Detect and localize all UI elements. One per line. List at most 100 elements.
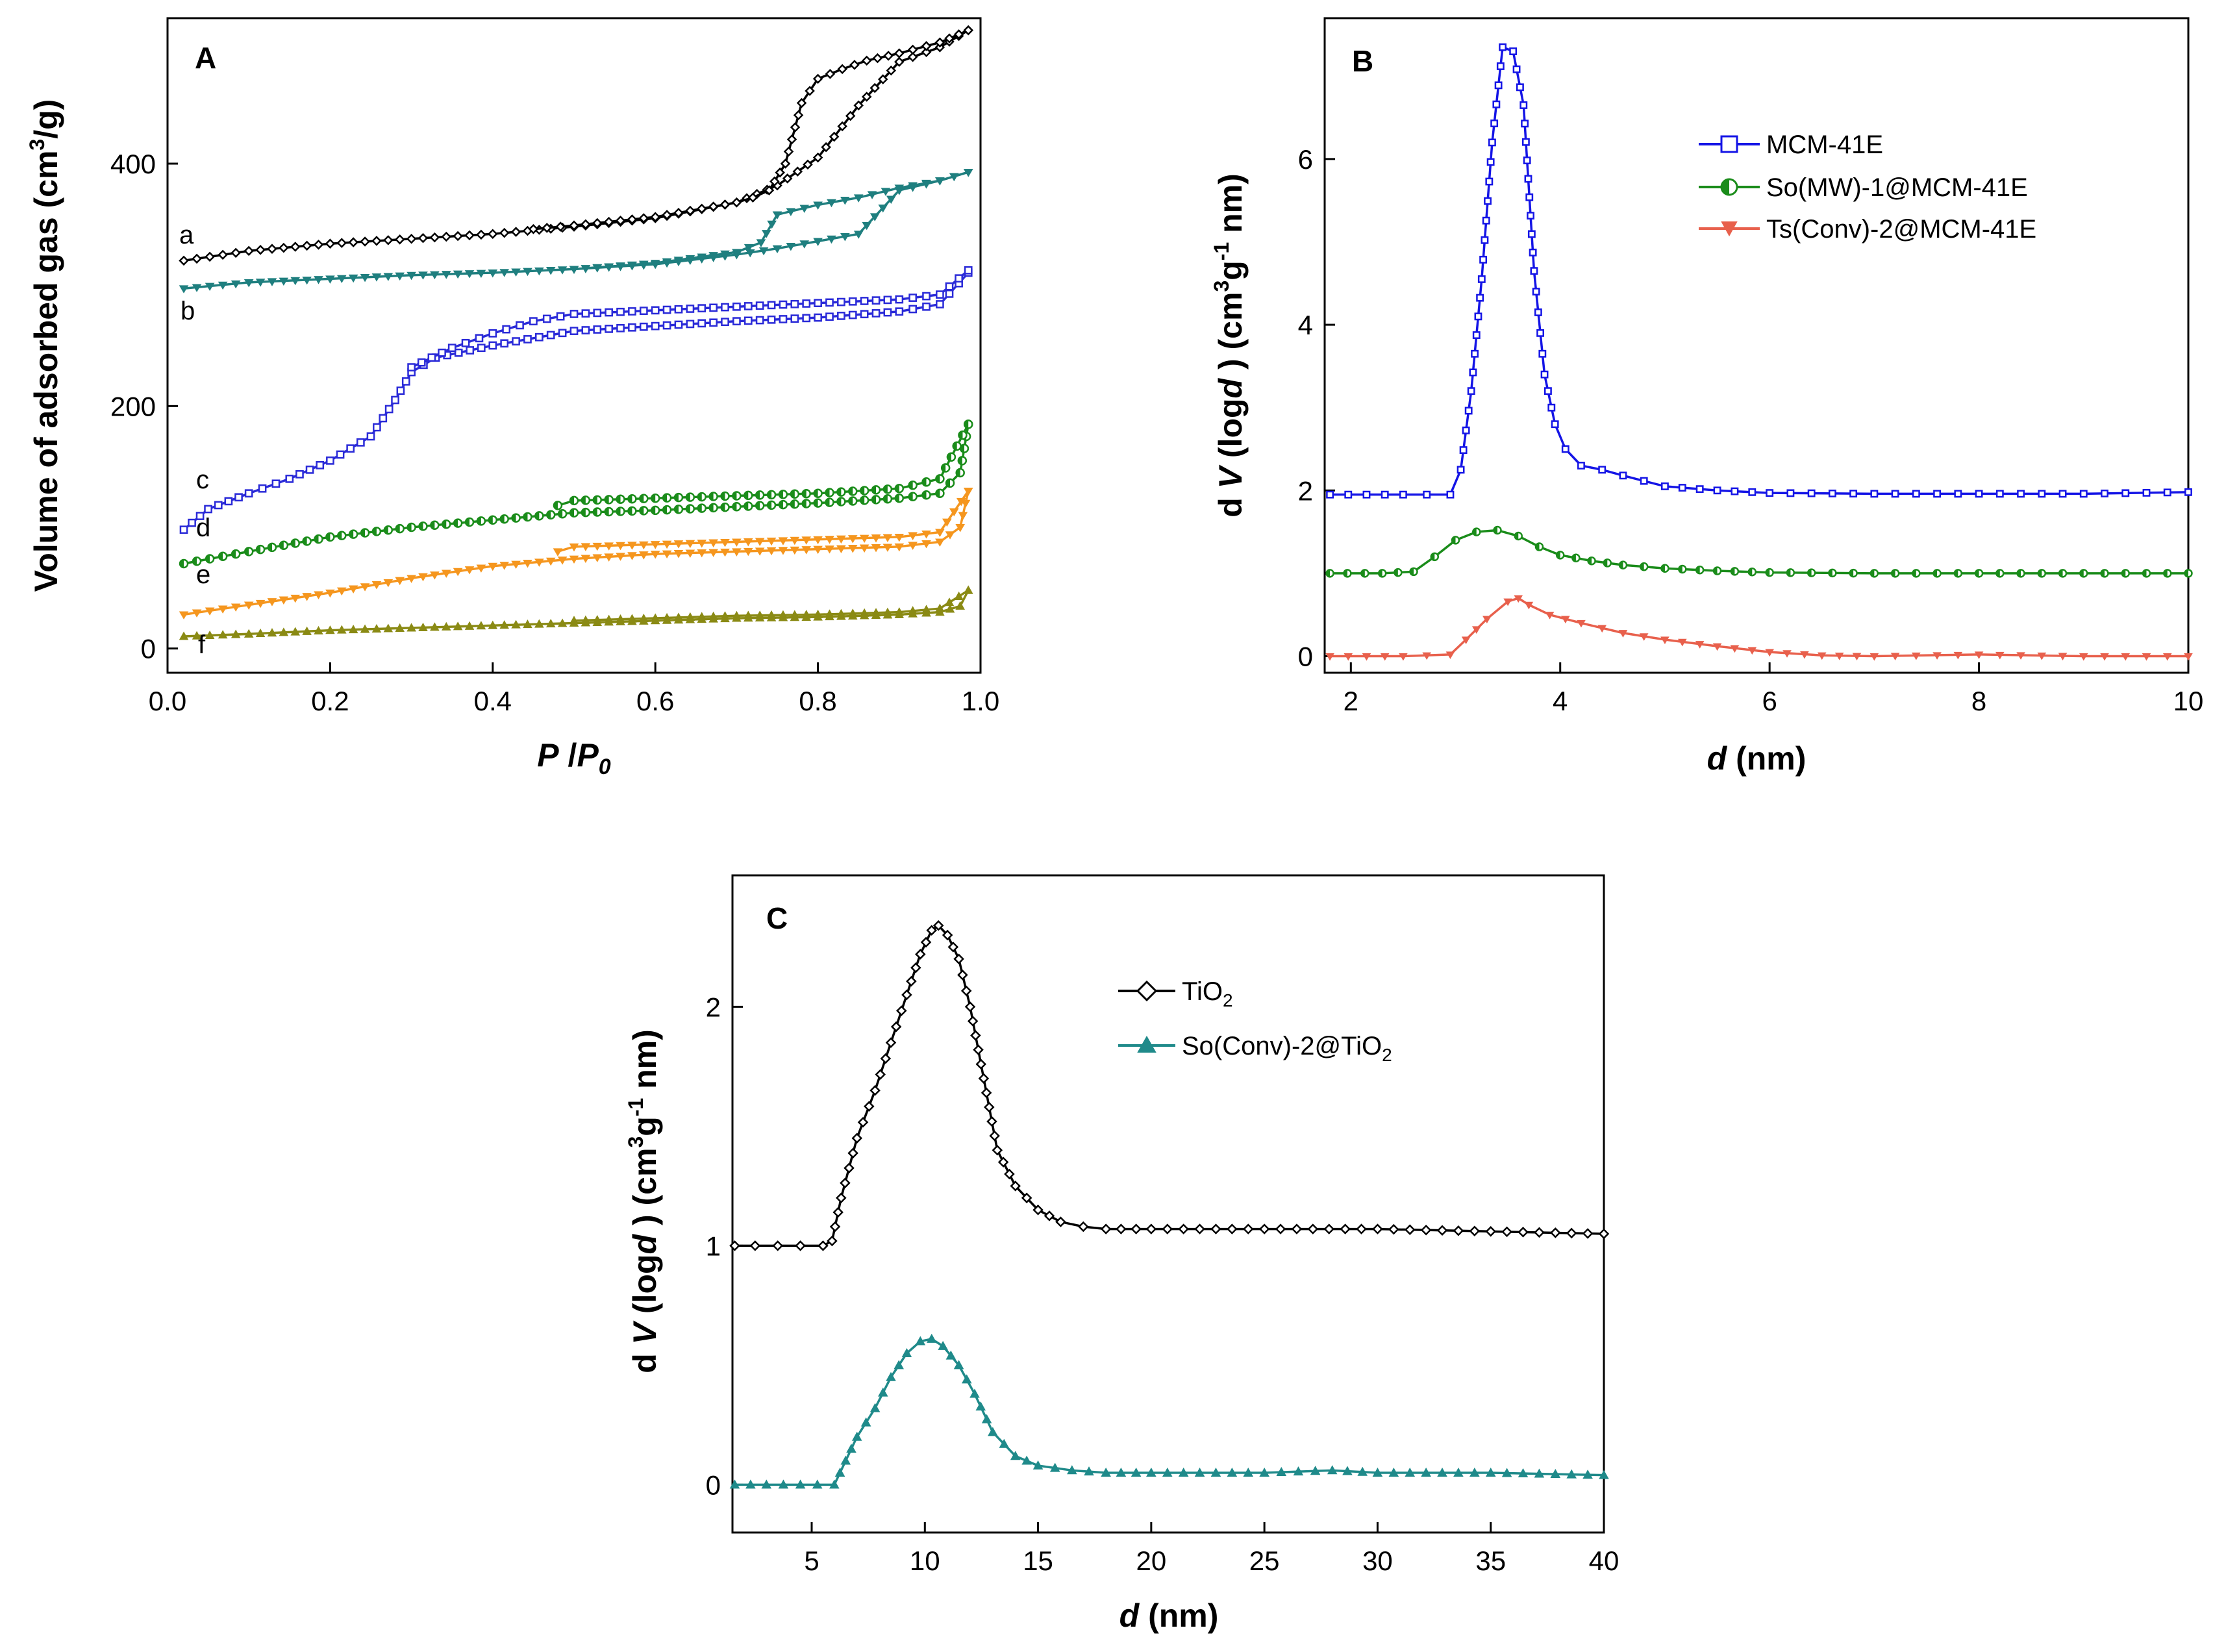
panel-a-series-5-des-marker-13 (813, 609, 823, 618)
panel-a-series-3-ads-marker-14-fill (349, 530, 354, 538)
panel-a-series-3-ads-marker-37-fill (616, 507, 621, 516)
panel-a-series-5-des-marker-3 (935, 603, 945, 612)
panel-c-series-0-marker-33 (964, 1001, 976, 1012)
panel-a-series-1-ads-marker-53 (813, 238, 823, 246)
panel-c-series-0-marker-14 (864, 1101, 875, 1112)
panel-a-series-1-ads-marker-25 (476, 269, 486, 279)
panel-a-series-1-des-line (573, 171, 969, 271)
panel-a-series-3-ads-marker-30-fill (535, 512, 540, 520)
panel-a-series-4-ads-marker-47 (732, 548, 742, 557)
panel-b-series-0-marker-51 (1561, 445, 1569, 453)
panel-c-series-0-marker-2 (772, 1240, 783, 1251)
panel-c-ytick-label-2: 2 (706, 992, 721, 1022)
panel-c: 5 10 15 20 25 30 35 40 0 1 2 C TiO2 So(Conv)-2@TiO… (624, 874, 1619, 1634)
panel-b-series-1-marker-19-fill (1679, 566, 1682, 573)
panel-b-series-2-marker-24 (1747, 647, 1757, 655)
panel-a-series-3-ads-marker-19-fill (407, 523, 412, 531)
panel-a-series-1-des-marker-26 (650, 260, 660, 268)
panel-b-series-1-marker-21-fill (1714, 567, 1718, 575)
panel-a-series-4-ads-marker-54 (813, 545, 823, 555)
panel-b-series-1-marker-14-fill (1588, 557, 1592, 565)
panel-a-series-4-des-marker-5 (921, 531, 931, 539)
panel-a-series-4-des-marker-3 (942, 518, 952, 527)
panel-a-series-1-des-marker-24 (673, 257, 684, 265)
panel-b-series-0-marker-7 (1457, 466, 1465, 474)
panel-a-series-3-des-marker-22-fill (732, 492, 737, 500)
panel-a-series-4-des-marker-14 (813, 536, 823, 545)
panel-a-series-0-ads-marker-58 (837, 121, 847, 132)
panel-a-series-1-ads-line (183, 171, 969, 290)
panel-a-series-5-ads-marker-2 (205, 630, 215, 640)
panel-a-series-1-ads-marker-2 (205, 282, 215, 292)
panel-b-xtick-label-0: 2 (1344, 686, 1358, 716)
panel-c-series-1-marker-18 (926, 1333, 937, 1343)
panel-b-series-2-marker-28 (1817, 652, 1827, 660)
panel-a-series-4-des-marker-31 (616, 542, 625, 551)
panel-a-series-4-ads-marker-43 (685, 549, 695, 558)
panel-a-series-2-ads-marker-48 (674, 320, 683, 329)
panel-a-series-0-ads-marker-5 (244, 245, 254, 257)
panel-b-series-1-marker-22-fill (1731, 568, 1735, 575)
panel-a-series-4-ads-marker-25 (476, 564, 486, 573)
panel-a-series-2-des-marker-21 (721, 303, 729, 312)
panel-b-series-0-marker-67 (1870, 490, 1879, 498)
panel-a-series-3-ads-marker-22-fill (442, 520, 447, 529)
panel-a-series-4-des-marker-8 (882, 534, 893, 542)
panel-a-series-5-ads-marker-11 (314, 625, 323, 635)
panel-b-series-2-marker-6 (1445, 651, 1455, 659)
panel-a-series-2-des-marker-42 (461, 338, 470, 347)
panel-a-series-3-ads-marker-7-fill (268, 543, 272, 551)
panel-a-series-0-ads-marker-24 (464, 230, 475, 241)
panel-b-series-0-marker-64 (1807, 489, 1816, 497)
panel-a-series-5-ads-marker-25 (476, 621, 486, 630)
panel-a-series-5-des-marker-9 (859, 608, 869, 617)
panel-c-series-0-marker-24 (915, 949, 926, 960)
panel-a-series-0-ads-marker-60 (853, 100, 864, 111)
panel-b-series-2-marker-40 (2058, 653, 2068, 660)
panel-b: 2 4 6 8 10 0 2 4 6 B MCM-41E So(MW)-1@MCM-41E Ts… (1210, 17, 2203, 777)
panel-a-series-4-ads-marker-10 (302, 593, 312, 601)
panel-a-series-0-ads-marker-3 (218, 249, 228, 260)
panel-c-series-0-marker-54 (1131, 1223, 1142, 1234)
panel-a-series-1-ads-marker-51 (786, 242, 796, 251)
legend-label-so-conv: So(Conv)-2@TiO2 (1182, 1032, 1392, 1065)
panel-a-series-0-ads-marker-14 (348, 237, 358, 247)
panel-b-series-2-marker-13 (1545, 612, 1555, 620)
panel-a-xtick-label-3: 0.6 (636, 686, 674, 716)
panel-a-series-3-ads-marker-61-fill (895, 494, 899, 503)
panel-a-series-3-des-marker-1-fill (958, 431, 963, 440)
panel-a-series-1-des-marker-16 (761, 230, 771, 238)
panel-c-series-0-marker-82 (1582, 1228, 1594, 1239)
panel-a-series-2-des-marker-0 (964, 266, 973, 275)
panel-a-series-2-ads-marker-45 (639, 322, 648, 331)
panel-a-series-5-des-marker-29 (627, 614, 637, 623)
panel-a-series-4-des-marker-29 (639, 541, 649, 550)
panel-a-series-4-ads-marker-52 (790, 546, 800, 555)
panel-b-series-2-line (1330, 597, 2188, 658)
panel-c-series-0-marker-69 (1372, 1223, 1383, 1234)
panel-a-series-2-des-marker-15 (790, 299, 799, 308)
panel-c-series-0-marker-3 (795, 1240, 806, 1251)
panel-a-series-0-ads-marker-64 (886, 65, 897, 76)
panel-a-series-2-ads-marker-2 (195, 512, 205, 520)
panel-a-series-5-ads-marker-26 (488, 620, 498, 629)
panel-a-series-4-ads-marker-65 (945, 531, 955, 540)
panel-a-series-0-des-marker-14 (805, 86, 815, 96)
panel-a-series-2-ads-marker-16 (346, 444, 355, 453)
panel-a-series-4-ads-marker-38 (627, 552, 637, 560)
panel-b-series-1-marker-6-fill (1431, 553, 1435, 560)
panel-a-series-0-des-marker-30 (673, 207, 684, 218)
panel-a-series-1-ads-marker-23 (453, 270, 463, 279)
panel-a-series-1-ads-marker-14 (348, 274, 358, 283)
panel-a-series-2-ads-marker-43 (616, 323, 625, 332)
panel-b-series-2-marker-34 (1932, 652, 1942, 660)
panel-c-ytick-label-0: 0 (706, 1470, 721, 1500)
panel-a-series-3-ads-marker-58-fill (860, 496, 865, 505)
panel-c-series-0-marker-78 (1518, 1227, 1529, 1238)
panel-c-series-0-marker-47 (1021, 1192, 1032, 1204)
panel-a-series-3-ads-marker-24-fill (466, 518, 470, 526)
panel-b-series-0-marker-76 (2058, 490, 2067, 498)
panel-a-series-0-des-marker-18 (786, 134, 797, 145)
panel-c-series-1-marker-34 (1101, 1467, 1111, 1477)
panel-a-series-3-ads-marker-59-fill (872, 495, 877, 504)
